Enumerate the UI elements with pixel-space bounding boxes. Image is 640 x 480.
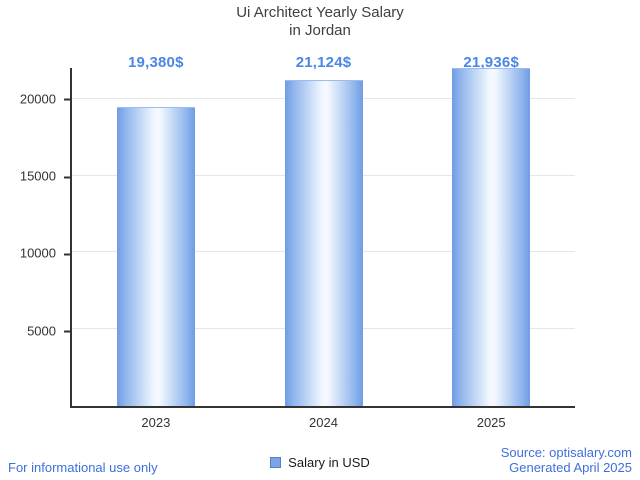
- bar-slot: 19,380$ 2023: [72, 54, 240, 430]
- title-line-2: in Jordan: [289, 22, 351, 39]
- bar-value-label: 19,380$: [128, 54, 184, 71]
- y-axis-labels: 5000 10000 15000 20000: [0, 68, 70, 408]
- y-tick-label: 20000: [0, 91, 70, 106]
- generated-date: Generated April 2025: [509, 460, 632, 475]
- page-title: Ui Architect Yearly Salary in Jordan: [0, 4, 640, 40]
- source-link[interactable]: Source: optisalary.com: [500, 445, 632, 460]
- bar-2024[interactable]: [284, 80, 363, 406]
- disclaimer-text: For informational use only: [8, 460, 158, 475]
- bar-2023[interactable]: [116, 107, 195, 406]
- bar-value-label: 21,936$: [463, 54, 519, 71]
- legend-label: Salary in USD: [288, 455, 370, 470]
- bar-value-label: 21,124$: [295, 54, 352, 71]
- bar-slots: 19,380$ 2023 21,124$ 2024 21,936$ 2025: [72, 54, 575, 430]
- title-line-1: Ui Architect Yearly Salary: [236, 4, 404, 21]
- legend-swatch-icon: [270, 457, 282, 468]
- y-tick-label: 15000: [0, 169, 70, 184]
- x-tick-label: 2024: [309, 415, 338, 430]
- plot-area: 19,380$ 2023 21,124$ 2024 21,936$ 2025: [70, 54, 575, 430]
- bar-2025[interactable]: [452, 67, 531, 406]
- x-tick-label: 2023: [141, 415, 171, 430]
- bar-slot: 21,936$ 2025: [407, 54, 575, 430]
- source-block: Source: optisalary.com Generated April 2…: [501, 445, 632, 475]
- y-tick-label: 10000: [0, 246, 70, 261]
- legend: Salary in USD: [0, 455, 640, 470]
- y-tick-label: 5000: [0, 323, 70, 338]
- x-tick-label: 2025: [476, 415, 506, 430]
- bar-slot: 21,124$ 2024: [240, 54, 408, 430]
